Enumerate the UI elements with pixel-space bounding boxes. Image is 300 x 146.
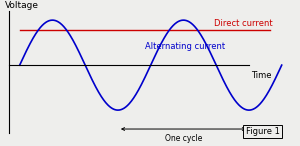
Text: Alternating current: Alternating current: [145, 42, 225, 51]
Text: Voltage: Voltage: [5, 1, 39, 10]
Text: Time: Time: [251, 71, 272, 80]
Text: One cycle: One cycle: [165, 134, 202, 143]
Text: Direct current: Direct current: [214, 19, 272, 28]
Text: Figure 1: Figure 1: [246, 127, 279, 136]
